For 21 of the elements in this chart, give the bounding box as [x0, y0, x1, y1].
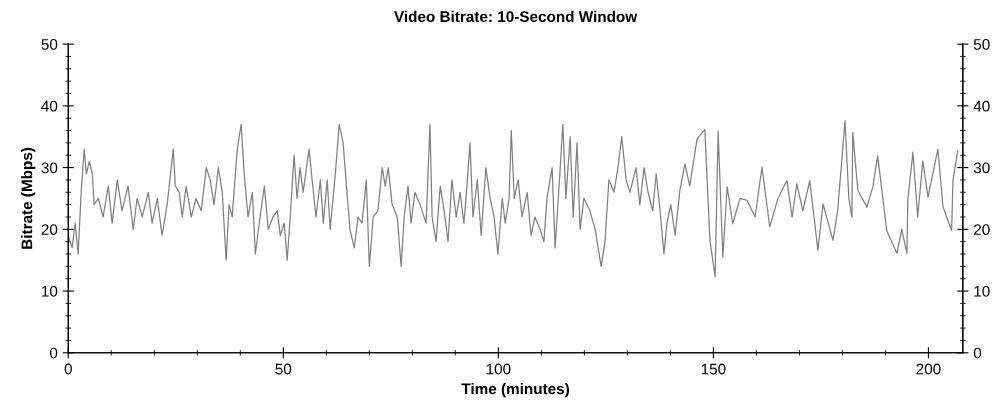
y2-tick-label: 20 — [974, 224, 990, 236]
x-tick-label: 200 — [916, 363, 941, 375]
y-tick-label: 50 — [41, 38, 58, 50]
y-tick-label: 20 — [41, 224, 58, 236]
x-axis-title: Time (minutes) — [461, 383, 569, 398]
y2-tick-label: 50 — [973, 38, 990, 50]
y2-tick-label: 10 — [974, 285, 990, 297]
x-tick-label: 50 — [275, 363, 292, 375]
line-series — [68, 120, 959, 278]
chart-title: Video Bitrate: 10-Second Window — [394, 10, 638, 23]
x-tick-label: 0 — [64, 363, 72, 375]
y2-tick-label: 30 — [973, 162, 990, 174]
y-axis-title: Bitrate (Mbps) — [21, 147, 36, 249]
y-tick-label: 30 — [41, 162, 58, 174]
y-tick-label: 40 — [41, 100, 58, 112]
x-tick-label: 100 — [486, 363, 511, 375]
x-tick-label: 150 — [701, 363, 726, 375]
y-tick-label: 0 — [49, 347, 58, 359]
y2-tick-label: 0 — [973, 347, 982, 359]
y2-tick-label: 40 — [973, 100, 990, 112]
y-tick-label: 10 — [42, 285, 58, 297]
